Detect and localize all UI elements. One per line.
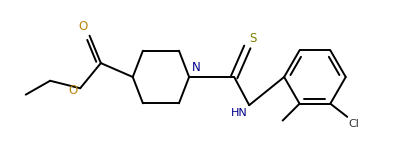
Text: N: N <box>192 61 200 74</box>
Text: O: O <box>78 20 87 33</box>
Text: S: S <box>249 32 256 45</box>
Text: Cl: Cl <box>349 119 360 129</box>
Text: O: O <box>68 84 77 97</box>
Text: HN: HN <box>231 108 247 118</box>
